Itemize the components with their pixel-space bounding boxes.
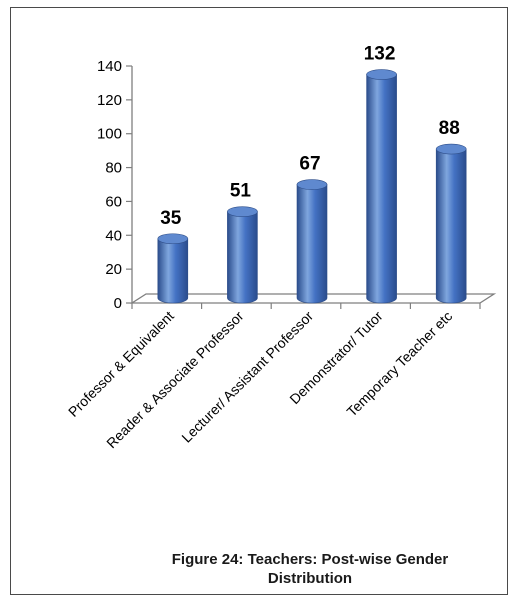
caption-line-2: Distribution bbox=[267, 570, 353, 587]
bar-body bbox=[227, 211, 258, 304]
figure-frame bbox=[10, 7, 508, 595]
bar-3 bbox=[296, 179, 328, 304]
chart-axes: 0 20 40 60 80 100 120 140 bbox=[97, 58, 497, 312]
bar-top bbox=[227, 206, 258, 217]
bar-body bbox=[296, 184, 328, 304]
figure-caption: Figure 24: Teachers: Post-wise Gender Di… bbox=[100, 550, 519, 588]
data-label: 67 bbox=[299, 154, 320, 175]
data-label: 88 bbox=[439, 118, 460, 139]
y-tick-label: 20 bbox=[105, 261, 122, 278]
y-tick-label: 100 bbox=[97, 126, 122, 143]
bar-1 bbox=[157, 233, 189, 304]
y-tick-label: 0 bbox=[114, 295, 122, 312]
y-tick-label: 40 bbox=[105, 227, 122, 244]
chart-data-labels: 35 51 67 132 88 bbox=[160, 44, 460, 229]
bar-4 bbox=[366, 69, 397, 304]
x-category-label: Lecturer/ Assistant Professor bbox=[178, 308, 316, 446]
bar-body bbox=[157, 238, 189, 304]
y-tick-label: 140 bbox=[97, 58, 122, 75]
bar-body bbox=[366, 74, 397, 304]
bar-5 bbox=[435, 143, 467, 304]
data-label: 35 bbox=[160, 208, 182, 229]
bar-2 bbox=[227, 206, 258, 304]
caption-line-1: Figure 24: Teachers: Post-wise Gender bbox=[171, 551, 449, 568]
data-label: 51 bbox=[230, 181, 252, 202]
y-tick-label: 60 bbox=[105, 193, 122, 210]
x-category-label: Reader & Associate Professor bbox=[103, 308, 247, 452]
y-tick-label: 80 bbox=[105, 160, 122, 177]
bar-top bbox=[435, 143, 467, 155]
bar-body bbox=[435, 148, 467, 304]
bar-top bbox=[296, 179, 328, 190]
chart-bars bbox=[157, 69, 467, 304]
bar-top bbox=[366, 69, 397, 80]
y-tick-label: 120 bbox=[97, 92, 122, 109]
bar-top bbox=[157, 233, 189, 245]
data-label: 132 bbox=[364, 44, 396, 65]
